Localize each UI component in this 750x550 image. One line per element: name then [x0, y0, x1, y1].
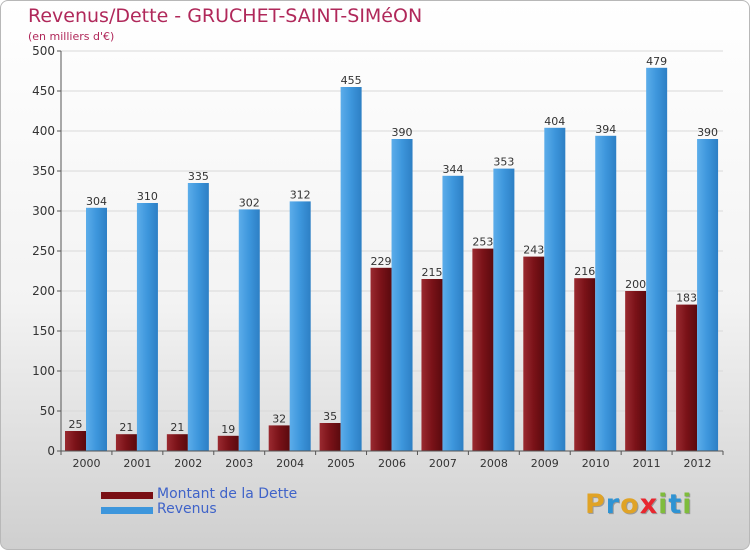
bar-dette	[319, 423, 341, 451]
data-label: 25	[69, 418, 83, 431]
data-label: 335	[188, 170, 209, 183]
bar-revenus	[289, 201, 311, 451]
data-label: 183	[676, 292, 697, 305]
data-label: 35	[323, 410, 337, 423]
bar-revenus	[595, 135, 617, 452]
bar-revenus	[493, 168, 515, 451]
legend-swatch-revenus	[101, 507, 153, 514]
logo-letter: t	[668, 489, 683, 520]
x-tick-label: 2003	[225, 457, 253, 470]
data-label: 253	[472, 236, 493, 249]
data-label: 304	[86, 195, 107, 208]
data-label: 390	[392, 126, 413, 139]
y-tick-label: 250	[32, 244, 55, 258]
data-label: 21	[119, 421, 133, 434]
proxiti-logo: Proxiti	[585, 489, 693, 520]
legend-swatch-dette	[101, 492, 153, 499]
bar-revenus	[391, 139, 413, 451]
bar-revenus	[544, 127, 566, 452]
data-label: 243	[523, 244, 544, 257]
data-label: 394	[595, 123, 616, 136]
data-label: 479	[646, 55, 667, 68]
data-label: 455	[341, 74, 362, 87]
data-label: 200	[625, 278, 646, 291]
data-label: 353	[493, 156, 514, 169]
y-tick-label: 450	[32, 84, 55, 98]
data-label: 404	[544, 115, 565, 128]
x-tick-label: 2007	[429, 457, 457, 470]
x-tick-label: 2012	[684, 457, 712, 470]
bar-dette	[115, 434, 137, 451]
y-tick-label: 200	[32, 284, 55, 298]
bar-revenus	[646, 67, 668, 452]
bar-dette	[472, 248, 494, 451]
x-tick-label: 2006	[378, 457, 406, 470]
chart-subtitle: (en milliers d'€)	[28, 30, 115, 43]
y-tick-label: 150	[32, 324, 55, 338]
logo-letter: i	[682, 489, 693, 520]
data-label: 229	[371, 255, 392, 268]
bar-revenus	[340, 87, 362, 451]
logo-letter: o	[620, 489, 640, 520]
data-label: 21	[170, 421, 184, 434]
bar-dette	[166, 434, 188, 451]
bar-dette	[625, 291, 647, 451]
bar-revenus	[187, 183, 209, 451]
logo-letter: P	[585, 489, 606, 520]
data-label: 390	[697, 126, 718, 139]
y-tick-label: 0	[47, 444, 55, 458]
data-label: 310	[137, 190, 158, 203]
data-label: 32	[272, 412, 286, 425]
x-tick-label: 2005	[327, 457, 355, 470]
x-tick-label: 2002	[174, 457, 202, 470]
bar-revenus	[136, 203, 158, 451]
data-label: 19	[221, 423, 235, 436]
y-tick-label: 400	[32, 124, 55, 138]
bar-dette	[370, 267, 392, 451]
x-tick-label: 2009	[531, 457, 559, 470]
bar-revenus	[697, 139, 719, 451]
data-label: 216	[574, 265, 595, 278]
data-label: 344	[442, 163, 463, 176]
x-tick-label: 2004	[276, 457, 304, 470]
legend-label-revenus: Revenus	[157, 501, 217, 517]
logo-letter: i	[658, 489, 669, 520]
y-tick-label: 50	[40, 404, 55, 418]
data-label: 302	[239, 196, 260, 209]
y-tick-label: 500	[32, 44, 55, 58]
x-tick-label: 2001	[123, 457, 151, 470]
chart-title: Revenus/Dette - GRUCHET-SAINT-SIMéON	[28, 5, 423, 27]
legend-label-dette: Montant de la Dette	[157, 486, 298, 502]
bar-revenus	[238, 209, 260, 451]
bar-dette	[65, 431, 86, 451]
bar-revenus	[86, 207, 107, 451]
y-tick-label: 350	[32, 164, 55, 178]
bar-dette	[217, 435, 239, 451]
bar-dette	[421, 279, 443, 451]
x-tick-label: 2008	[480, 457, 508, 470]
bar-dette	[523, 256, 545, 451]
bar-dette	[268, 425, 290, 451]
logo-letter: x	[639, 489, 659, 520]
y-tick-label: 300	[32, 204, 55, 218]
x-tick-label: 2011	[633, 457, 661, 470]
y-tick-label: 100	[32, 364, 55, 378]
bar-revenus	[442, 175, 464, 452]
data-label: 312	[290, 188, 311, 201]
x-tick-label: 2000	[72, 457, 100, 470]
x-tick-label: 2010	[582, 457, 610, 470]
logo-letter: r	[605, 489, 621, 520]
bar-dette	[574, 278, 596, 451]
bar-dette	[676, 304, 698, 451]
data-label: 215	[421, 266, 442, 279]
